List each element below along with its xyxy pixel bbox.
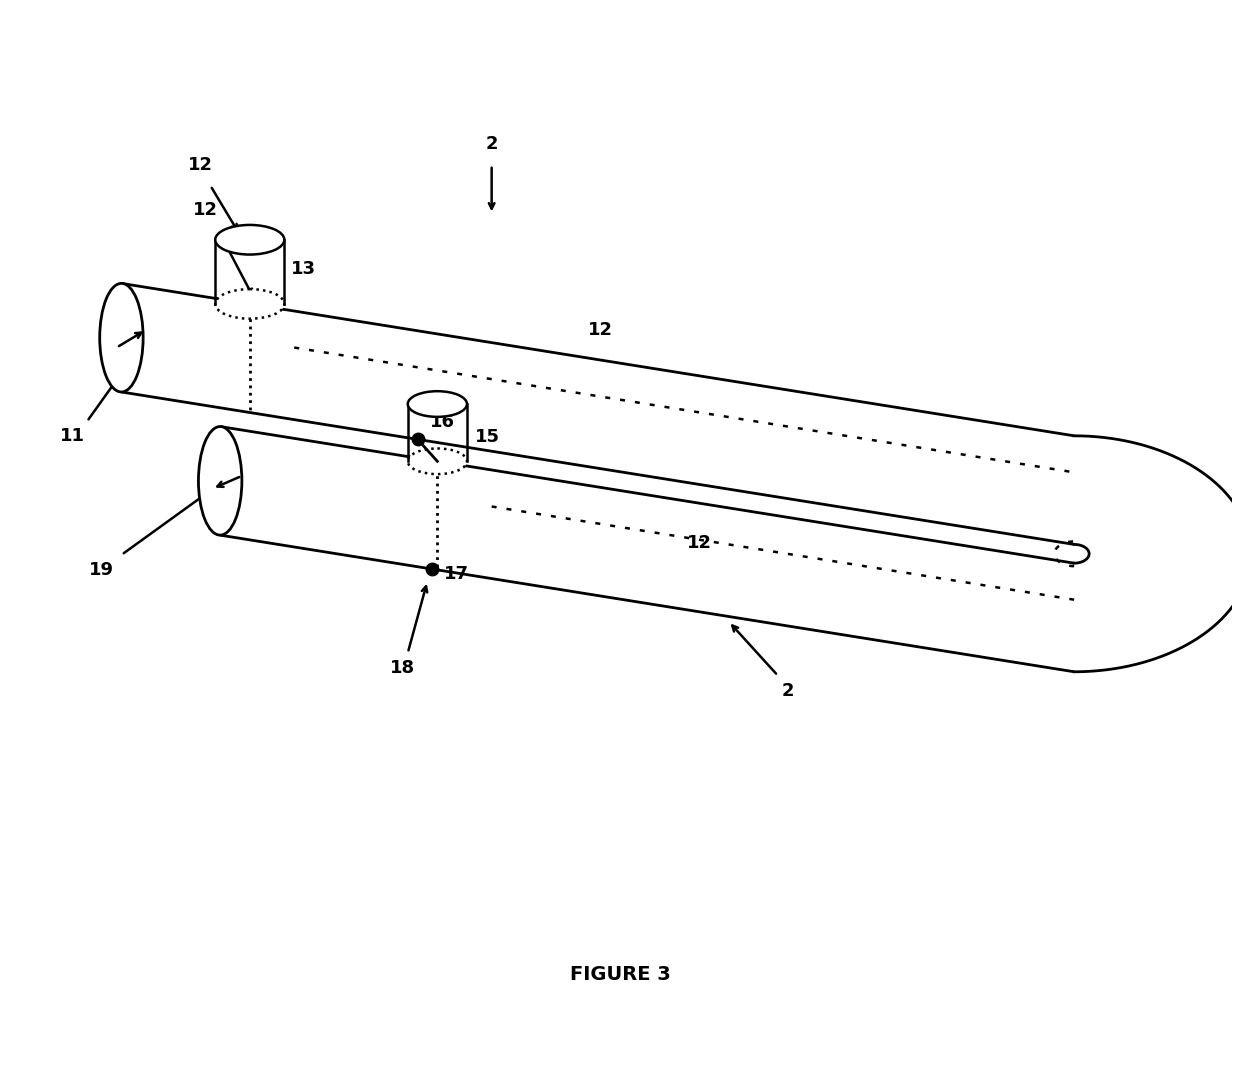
Ellipse shape [408, 392, 467, 417]
Text: 12: 12 [588, 322, 613, 339]
Text: 2: 2 [781, 682, 794, 699]
Text: 19: 19 [89, 561, 114, 578]
Text: 12: 12 [193, 201, 218, 219]
Ellipse shape [216, 225, 284, 254]
Text: 16: 16 [429, 412, 454, 431]
Text: 11: 11 [60, 428, 84, 445]
Text: 13: 13 [291, 261, 316, 278]
Text: FIGURE 3: FIGURE 3 [569, 964, 671, 984]
Text: 18: 18 [391, 659, 415, 676]
Ellipse shape [198, 427, 242, 535]
Text: 17: 17 [444, 565, 469, 583]
Ellipse shape [99, 284, 143, 392]
Text: 12: 12 [687, 533, 712, 552]
Ellipse shape [216, 289, 284, 319]
Ellipse shape [408, 448, 467, 475]
Text: 2: 2 [485, 135, 498, 153]
Text: 15: 15 [475, 428, 500, 445]
Text: 12: 12 [188, 156, 213, 173]
